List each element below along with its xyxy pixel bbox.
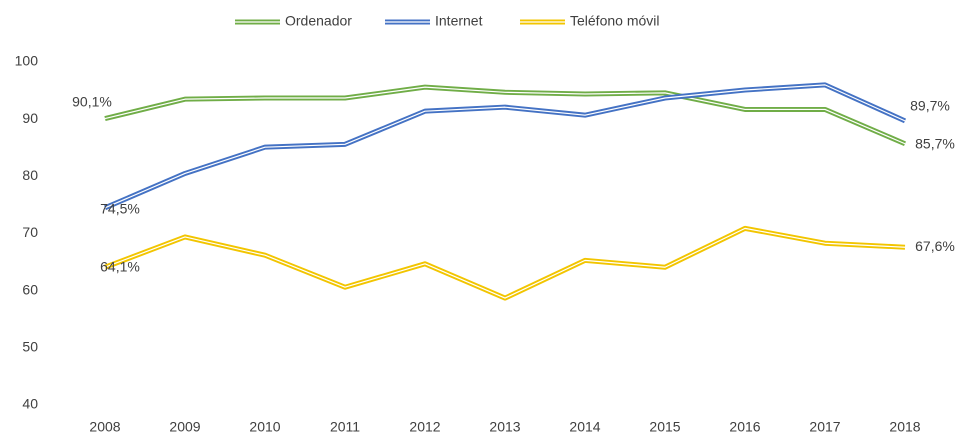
y-tick-label: 50 [22,339,38,355]
series-line-inner [104,227,906,299]
series-line-inner [104,84,906,209]
x-tick-label: 2016 [729,419,760,435]
x-tick-label: 2013 [489,419,520,435]
series-line [104,82,907,211]
series-line [104,225,906,301]
y-tick-label: 40 [22,396,38,412]
legend-label: Teléfono móvil [570,13,660,29]
data-label: 85,7% [915,136,955,152]
y-tick-label: 80 [22,167,38,183]
y-tick-label: 60 [22,281,38,297]
data-label: 74,5% [100,201,140,217]
x-tick-label: 2012 [409,419,440,435]
y-tick-label: 90 [22,110,38,126]
data-label: 89,7% [910,98,950,114]
data-label: 90,1% [72,93,112,109]
y-tick-label: 100 [15,53,39,69]
x-tick-label: 2017 [809,419,840,435]
y-tick-label: 70 [22,224,38,240]
data-label: 64,1% [100,259,140,275]
x-tick-label: 2015 [649,419,680,435]
x-tick-label: 2010 [249,419,280,435]
x-tick-label: 2018 [889,419,920,435]
data-label: 67,6% [915,238,955,254]
x-tick-label: 2011 [330,419,360,435]
legend-label: Ordenador [285,13,352,29]
series-line-inner [104,86,906,145]
legend-label: Internet [435,13,483,29]
x-tick-label: 2008 [89,419,120,435]
series-line [104,84,906,147]
x-tick-label: 2014 [569,419,600,435]
x-tick-label: 2009 [169,419,200,435]
